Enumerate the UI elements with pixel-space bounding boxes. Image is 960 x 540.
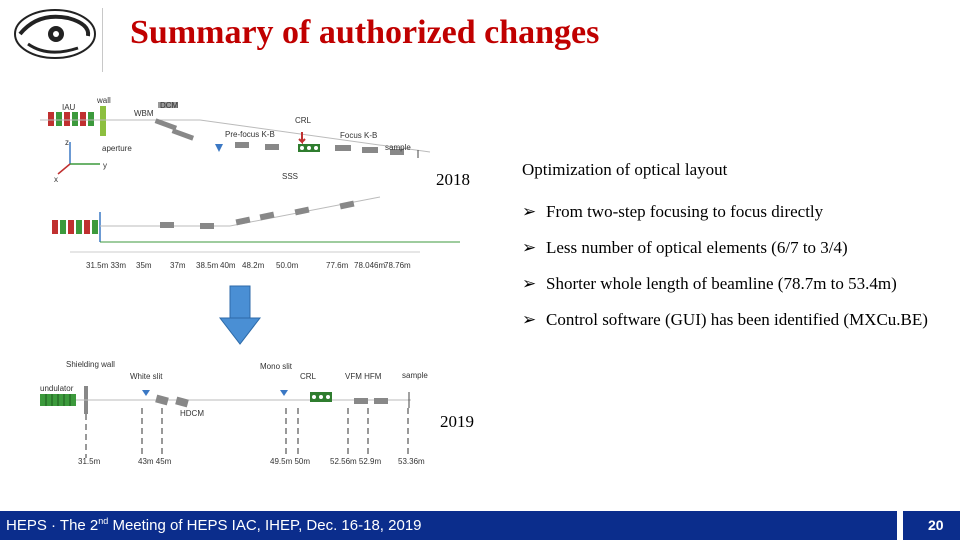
bullet-item: ➢ From two-step focusing to focus direct… [522, 194, 952, 230]
arrow-bullet-icon: ➢ [522, 274, 537, 293]
layout-2019-diagram [40, 386, 411, 458]
bullet-text: Shorter whole length of beamline (78.7m … [546, 274, 897, 293]
heps-logo [14, 9, 96, 59]
bullet-item: ➢ Control software (GUI) has been identi… [522, 302, 952, 338]
scale-tick: 37m [170, 261, 186, 270]
bullet-text: Less number of optical elements (6/7 to … [546, 238, 848, 257]
label-wall: wall [97, 96, 111, 105]
axis-x-label: x [54, 175, 58, 184]
arrow-bullet-icon: ➢ [522, 202, 537, 221]
bullet-text: From two-step focusing to focus directly [546, 202, 824, 221]
shield-wall [100, 106, 106, 136]
label-vfm-hfm: VFM HFM [345, 372, 382, 381]
label-crl-2019: CRL [300, 372, 317, 381]
label-aperture: aperture [102, 144, 132, 153]
header-divider [102, 8, 103, 72]
label-mono-slit: Mono slit [260, 362, 293, 371]
scale-tick: 78.76m [384, 261, 411, 270]
footer-divider [897, 511, 903, 540]
year-2018: 2018 [436, 170, 470, 189]
footer-text-sup: nd [98, 516, 109, 526]
scale-tick: 48.2m [242, 261, 265, 270]
scale-tick: 31.5m 33m [86, 261, 127, 270]
undulator [40, 394, 76, 406]
page-title: Summary of authorized changes [130, 14, 600, 51]
footer-bar: HEPS · The 2nd Meeting of HEPS IAC, IHEP… [0, 511, 960, 540]
label-shielding-wall: Shielding wall [66, 360, 115, 369]
iau-undulator [48, 112, 94, 126]
year-2019: 2019 [440, 412, 474, 431]
distance-tick: 31.5m [78, 457, 101, 466]
label-crl-2018: CRL [295, 116, 312, 125]
label-dcm: DCM [160, 101, 179, 110]
label-wbm: WBM [134, 109, 154, 118]
scale-tick: 78.046m [354, 261, 386, 270]
bullets-intro: Optimization of optical layout [522, 160, 728, 179]
bullet-item: ➢ Shorter whole length of beamline (78.7… [522, 266, 952, 302]
scale-tick: 50.0m [276, 261, 299, 270]
bullet-item: ➢ Less number of optical elements (6/7 t… [522, 230, 952, 266]
scale-tick: 77.6m [326, 261, 349, 270]
footer-text: HEPS · The 2nd Meeting of HEPS IAC, IHEP… [6, 516, 422, 534]
distance-tick: 43m 45m [138, 457, 172, 466]
distance-tick: 52.56m 52.9m [330, 457, 382, 466]
layout-2018-diagram [40, 102, 460, 253]
label-white-slit: White slit [130, 372, 163, 381]
axes-triad [57, 142, 100, 175]
axis-y-label: y [103, 161, 107, 170]
label-sample-2019: sample [402, 371, 428, 380]
scale-tick: 40m [220, 261, 236, 270]
label-sss: SSS [282, 172, 299, 181]
arrow-bullet-icon: ➢ [522, 238, 537, 257]
label-prefocus-kb: Pre-focus K-B [225, 130, 275, 139]
scale-tick: 35m [136, 261, 152, 270]
label-focus-kb: Focus K-B [340, 131, 378, 140]
distance-tick: 49.5m 50m [270, 457, 311, 466]
axis-z-label: z [65, 138, 69, 147]
summary-bullets: Optimization of optical layout ➢ From tw… [522, 160, 952, 338]
bullet-text: Control software (GUI) has been identifi… [546, 310, 928, 329]
arrow-bullet-icon: ➢ [522, 310, 537, 329]
distance-tick: 53.36m [398, 457, 425, 466]
label-iau: IAU [62, 103, 76, 112]
footer-text-pre: HEPS · The 2 [6, 517, 99, 534]
label-undulator: undulator [40, 384, 74, 393]
down-arrow-icon [218, 285, 262, 345]
scale-tick: 38.5m [196, 261, 219, 270]
footer-text-post: Meeting of HEPS IAC, IHEP, Dec. 16-18, 2… [108, 517, 422, 534]
label-sample-2018: sample [385, 143, 411, 152]
iau-side-view [52, 220, 98, 234]
label-hdcm: HDCM [180, 409, 204, 418]
page-number: 20 [928, 517, 944, 533]
